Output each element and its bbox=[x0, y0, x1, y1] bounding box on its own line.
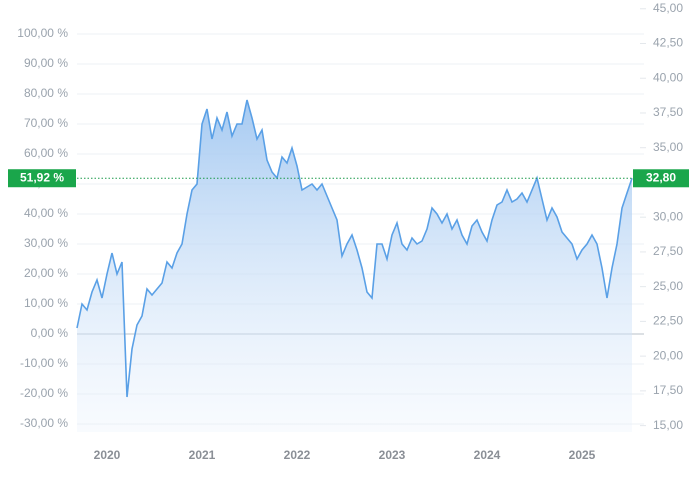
y-tick-label: 60,00 % bbox=[24, 146, 68, 160]
y2-tick-label: 25,00 bbox=[653, 279, 683, 293]
y2-tick-label: 35,00 bbox=[653, 140, 683, 154]
last-price-box bbox=[633, 169, 689, 188]
y-tick-label: 30,00 % bbox=[24, 236, 68, 250]
y-tick-label: 90,00 % bbox=[24, 56, 68, 70]
x-tick-label: 2025 bbox=[569, 448, 596, 462]
y2-tick-label: 42,50 bbox=[653, 36, 683, 50]
y-tick-label: 10,00 % bbox=[24, 296, 68, 310]
x-tick-label: 2023 bbox=[379, 448, 406, 462]
y-tick-label: 80,00 % bbox=[24, 86, 68, 100]
y2-tick-label: 40,00 bbox=[653, 70, 683, 84]
y2-tick-label: 15,00 bbox=[653, 418, 683, 432]
y2-tick-label: 27,50 bbox=[653, 244, 683, 258]
area bbox=[77, 100, 632, 432]
x-tick-label: 2022 bbox=[284, 448, 311, 462]
y-tick-label: -20,00 % bbox=[20, 386, 68, 400]
x-tick-label: 2024 bbox=[474, 448, 501, 462]
y-tick-label: 100,00 % bbox=[17, 26, 68, 40]
y2-tick-label: 30,00 bbox=[653, 209, 683, 223]
y2-tick-label: 20,00 bbox=[653, 348, 683, 362]
y-tick-label: -10,00 % bbox=[20, 356, 68, 370]
y-tick-label: 0,00 % bbox=[31, 326, 69, 340]
last-price-label: 32,80 bbox=[646, 170, 676, 184]
y2-tick-label: 45,00 bbox=[653, 1, 683, 15]
y2-tick-label: 22,50 bbox=[653, 314, 683, 328]
y-tick-label: 20,00 % bbox=[24, 266, 68, 280]
y-tick-label: 40,00 % bbox=[24, 206, 68, 220]
y2-tick-label: 17,50 bbox=[653, 383, 683, 397]
y-tick-label: -30,00 % bbox=[20, 416, 68, 430]
last-value-box bbox=[8, 169, 76, 188]
x-tick-label: 2020 bbox=[94, 448, 121, 462]
y2-tick-label: 37,50 bbox=[653, 105, 683, 119]
last-value-label: 51,92 % bbox=[20, 170, 64, 184]
line bbox=[76, 99, 633, 398]
x-tick-label: 2021 bbox=[189, 448, 216, 462]
y-tick-label: 70,00 % bbox=[24, 116, 68, 130]
